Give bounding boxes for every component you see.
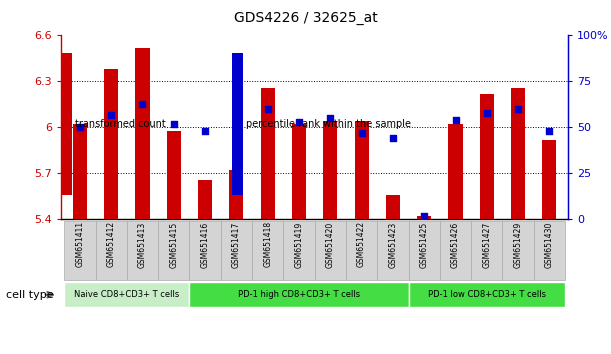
Point xyxy=(482,110,492,115)
Text: GSM651423: GSM651423 xyxy=(389,221,397,268)
Point xyxy=(326,115,335,121)
Bar xyxy=(543,140,557,219)
Text: GSM651412: GSM651412 xyxy=(107,221,115,268)
Point xyxy=(451,117,461,123)
FancyBboxPatch shape xyxy=(471,221,502,280)
Text: GSM651427: GSM651427 xyxy=(482,221,491,268)
Bar xyxy=(417,216,431,219)
Bar xyxy=(323,121,337,219)
Text: GSM651415: GSM651415 xyxy=(169,221,178,268)
Text: GSM651420: GSM651420 xyxy=(326,221,335,268)
Text: GDS4226 / 32625_at: GDS4226 / 32625_at xyxy=(233,11,378,25)
Bar xyxy=(480,94,494,219)
FancyBboxPatch shape xyxy=(409,221,440,280)
Text: PD-1 high CD8+CD3+ T cells: PD-1 high CD8+CD3+ T cells xyxy=(238,290,360,299)
FancyBboxPatch shape xyxy=(64,221,95,280)
Point xyxy=(544,128,554,134)
FancyBboxPatch shape xyxy=(64,282,189,307)
Text: Naive CD8+CD3+ T cells: Naive CD8+CD3+ T cells xyxy=(74,290,180,299)
Text: GSM651422: GSM651422 xyxy=(357,221,366,268)
Text: GSM651429: GSM651429 xyxy=(514,221,522,268)
Text: GSM651411: GSM651411 xyxy=(75,221,84,268)
FancyBboxPatch shape xyxy=(315,221,346,280)
FancyBboxPatch shape xyxy=(284,221,315,280)
Point xyxy=(232,125,241,130)
Text: GSM651416: GSM651416 xyxy=(200,221,210,268)
Point xyxy=(200,128,210,134)
Text: PD-1 low CD8+CD3+ T cells: PD-1 low CD8+CD3+ T cells xyxy=(428,290,546,299)
Text: cell type: cell type xyxy=(6,290,54,300)
Bar xyxy=(229,170,243,219)
FancyBboxPatch shape xyxy=(409,282,565,307)
Text: GSM651419: GSM651419 xyxy=(295,221,304,268)
FancyBboxPatch shape xyxy=(346,221,377,280)
Bar xyxy=(167,131,181,219)
Bar xyxy=(292,124,306,219)
FancyBboxPatch shape xyxy=(158,221,189,280)
FancyBboxPatch shape xyxy=(189,282,409,307)
FancyBboxPatch shape xyxy=(377,221,409,280)
Text: GSM651418: GSM651418 xyxy=(263,221,273,268)
Point xyxy=(388,136,398,141)
Point xyxy=(75,125,85,130)
Point xyxy=(357,130,367,136)
Text: transformed count: transformed count xyxy=(75,119,166,129)
Bar xyxy=(104,69,119,219)
FancyBboxPatch shape xyxy=(502,221,534,280)
Point xyxy=(419,213,429,219)
Text: GSM651426: GSM651426 xyxy=(451,221,460,268)
FancyBboxPatch shape xyxy=(189,221,221,280)
FancyBboxPatch shape xyxy=(440,221,471,280)
Point xyxy=(137,101,147,106)
Point xyxy=(169,121,178,127)
Text: percentile rank within the sample: percentile rank within the sample xyxy=(246,119,411,129)
Text: GSM651425: GSM651425 xyxy=(420,221,429,268)
Point xyxy=(513,106,523,112)
Point xyxy=(263,106,273,112)
Text: GSM651430: GSM651430 xyxy=(545,221,554,268)
FancyBboxPatch shape xyxy=(252,221,284,280)
FancyBboxPatch shape xyxy=(534,221,565,280)
Bar xyxy=(448,124,463,219)
FancyBboxPatch shape xyxy=(127,221,158,280)
FancyBboxPatch shape xyxy=(221,221,252,280)
Bar xyxy=(386,195,400,219)
Bar xyxy=(354,121,368,219)
Text: GSM651413: GSM651413 xyxy=(138,221,147,268)
FancyBboxPatch shape xyxy=(95,221,127,280)
Point xyxy=(294,119,304,125)
Bar xyxy=(198,179,212,219)
Text: GSM651417: GSM651417 xyxy=(232,221,241,268)
Point xyxy=(106,112,116,118)
Bar xyxy=(136,48,150,219)
Bar xyxy=(511,87,525,219)
Bar xyxy=(261,87,275,219)
Bar xyxy=(73,124,87,219)
